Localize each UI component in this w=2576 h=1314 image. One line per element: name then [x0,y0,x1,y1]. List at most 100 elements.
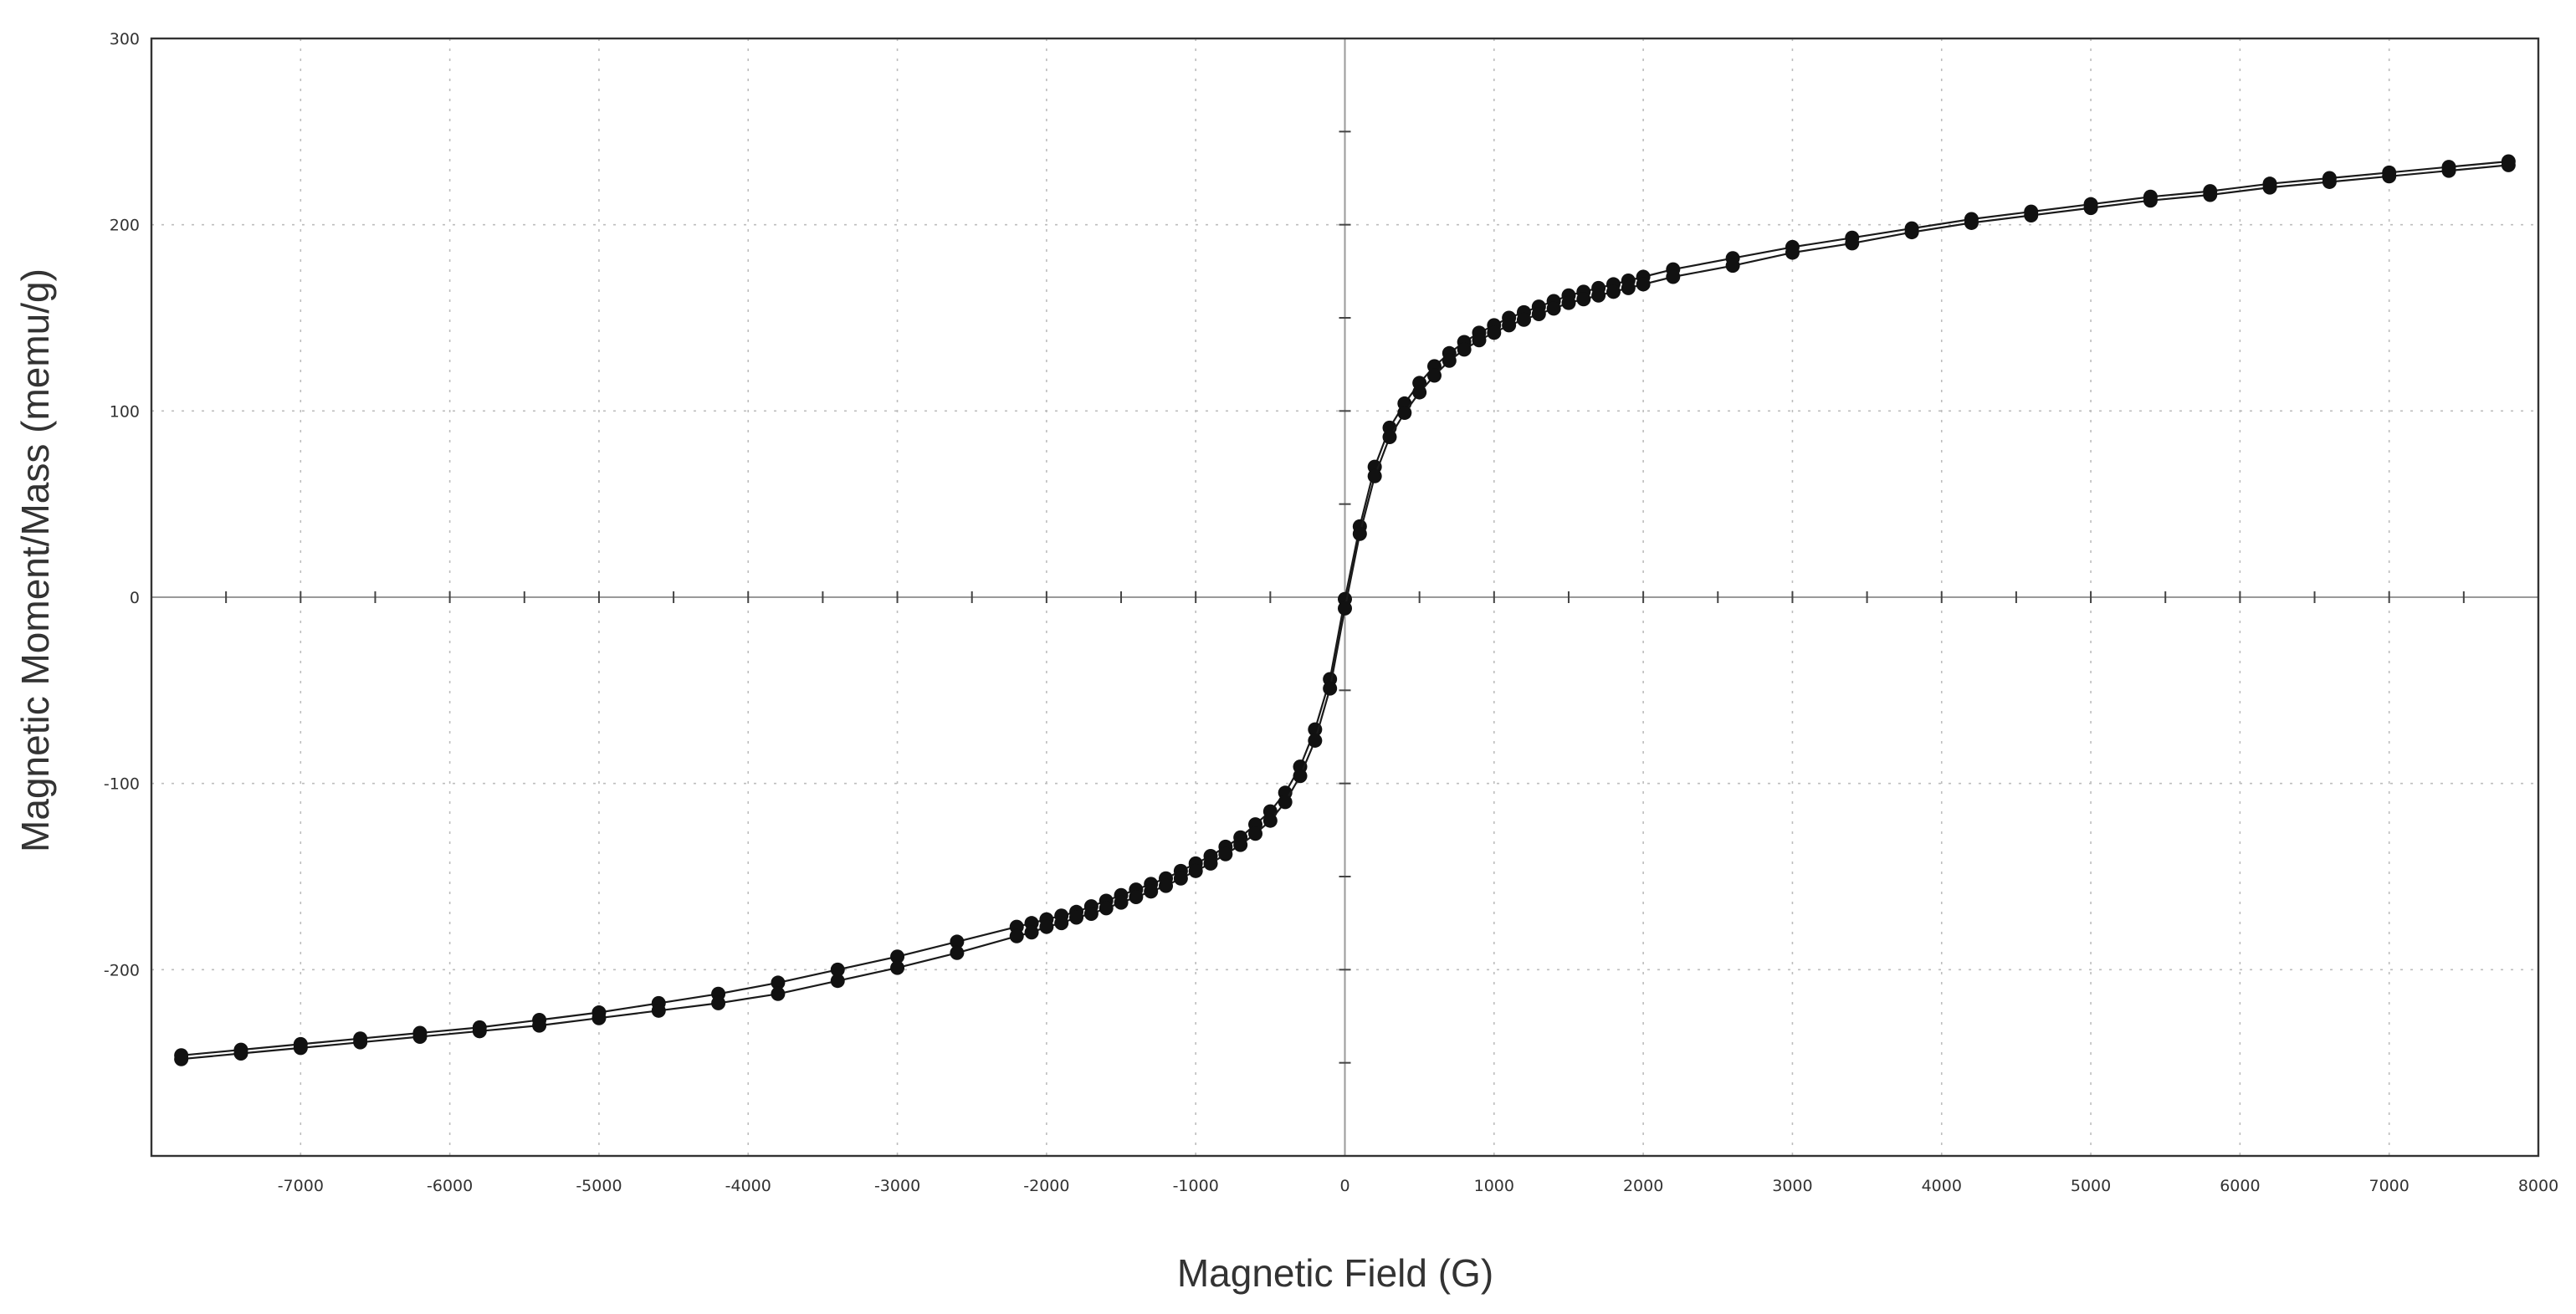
grid-layer [151,38,2538,1156]
data-point [1487,325,1502,340]
x-tick-label: 4000 [1922,1177,1962,1195]
data-point [2203,187,2218,202]
data-point [1666,269,1681,284]
data-point [1099,901,1114,916]
data-point [1308,733,1323,748]
data-point [1472,333,1487,348]
data-point [1725,258,1740,274]
data-point [592,1010,607,1025]
data-point [1188,863,1203,878]
data-point [950,945,965,960]
x-tick-label: -3000 [874,1177,920,1195]
data-point [1054,916,1069,931]
y-tick-label: 300 [110,30,140,49]
data-point [1024,925,1039,940]
data-point [1964,215,1979,230]
data-point [1114,895,1129,910]
data-point [1248,826,1263,841]
data-point [950,934,965,949]
data-point [1233,837,1248,852]
data-point [2024,208,2039,223]
data-point [1338,601,1352,616]
data-point [890,949,905,964]
data-point [1636,277,1651,292]
data-point [1083,907,1099,922]
data-point [1039,919,1054,934]
data-point [1442,353,1457,368]
data-point [1591,288,1606,303]
data-point [1561,295,1576,310]
data-point [2441,163,2456,178]
data-point [1502,318,1517,333]
x-tick-label: -5000 [576,1177,622,1195]
data-point [412,1029,428,1044]
data-point [890,960,905,975]
data-point [1621,280,1636,295]
data-point [1546,301,1561,316]
x-tick-label: 5000 [2071,1177,2111,1195]
x-tick-label: 7000 [2369,1177,2410,1195]
data-point [1293,769,1308,784]
plot-frame [150,37,2540,1158]
data-point [1382,430,1397,445]
data-point [830,974,845,989]
data-point [1262,813,1278,828]
x-tick-label: 1000 [1474,1177,1514,1195]
data-point [771,986,786,1001]
x-tick-label: 8000 [2518,1177,2558,1195]
data-point [353,1035,368,1050]
data-point [1323,681,1338,696]
x-tick-labels: -7000 -6000 -5000 -4000 -3000 -2000 -1000 0 1000… [278,1177,2558,1195]
y-tick-label: 0 [130,589,140,607]
y-tick-label: -200 [104,961,140,979]
x-tick-label: -1000 [1173,1177,1219,1195]
x-tick-label: 3000 [1772,1177,1812,1195]
data-point [830,962,845,977]
x-axis-title: Magnetic Field (G) [1177,1251,1493,1295]
data-point [1367,468,1382,483]
y-axis-title: Magnetic Moment/Mass (memu/g) [13,268,57,852]
data-point [1845,236,1860,251]
data-point [2262,180,2277,195]
series-layer [174,154,2516,1066]
data-point [293,1040,308,1056]
data-point [2083,201,2098,216]
data-point [1426,368,1442,383]
data-point [1173,871,1188,886]
y-tick-labels: -200 -100 0 100 200 300 [104,30,140,979]
x-tick-label: 2000 [1623,1177,1663,1195]
series-line-2 [181,164,2509,1061]
data-point [1009,928,1024,943]
data-point [233,1046,248,1061]
data-point [2501,157,2516,172]
data-point [2143,193,2158,208]
data-point [1785,245,1800,260]
data-point [1159,878,1174,893]
data-point [1531,307,1546,322]
y-tick-label: 200 [110,217,140,235]
data-point [1516,312,1531,327]
x-tick-label: 6000 [2220,1177,2260,1195]
data-point [2322,174,2337,189]
data-point [1144,884,1159,899]
x-tick-label: -4000 [725,1177,771,1195]
y-tick-label: 100 [110,402,140,421]
x-tick-label: -6000 [427,1177,473,1195]
data-point [472,1024,487,1039]
data-point [1397,406,1412,421]
x-tick-label: 0 [1339,1177,1349,1195]
data-point [1606,284,1621,299]
x-tick-label: -7000 [278,1177,324,1195]
data-point [711,995,726,1010]
data-point [1129,889,1144,904]
data-point [1069,910,1084,925]
data-point [771,975,786,990]
data-point [651,1003,666,1018]
data-point [1412,385,1427,400]
data-point [2382,169,2397,184]
data-point [1218,846,1233,862]
data-point [1576,292,1591,307]
series-line-1 [181,160,2509,1056]
